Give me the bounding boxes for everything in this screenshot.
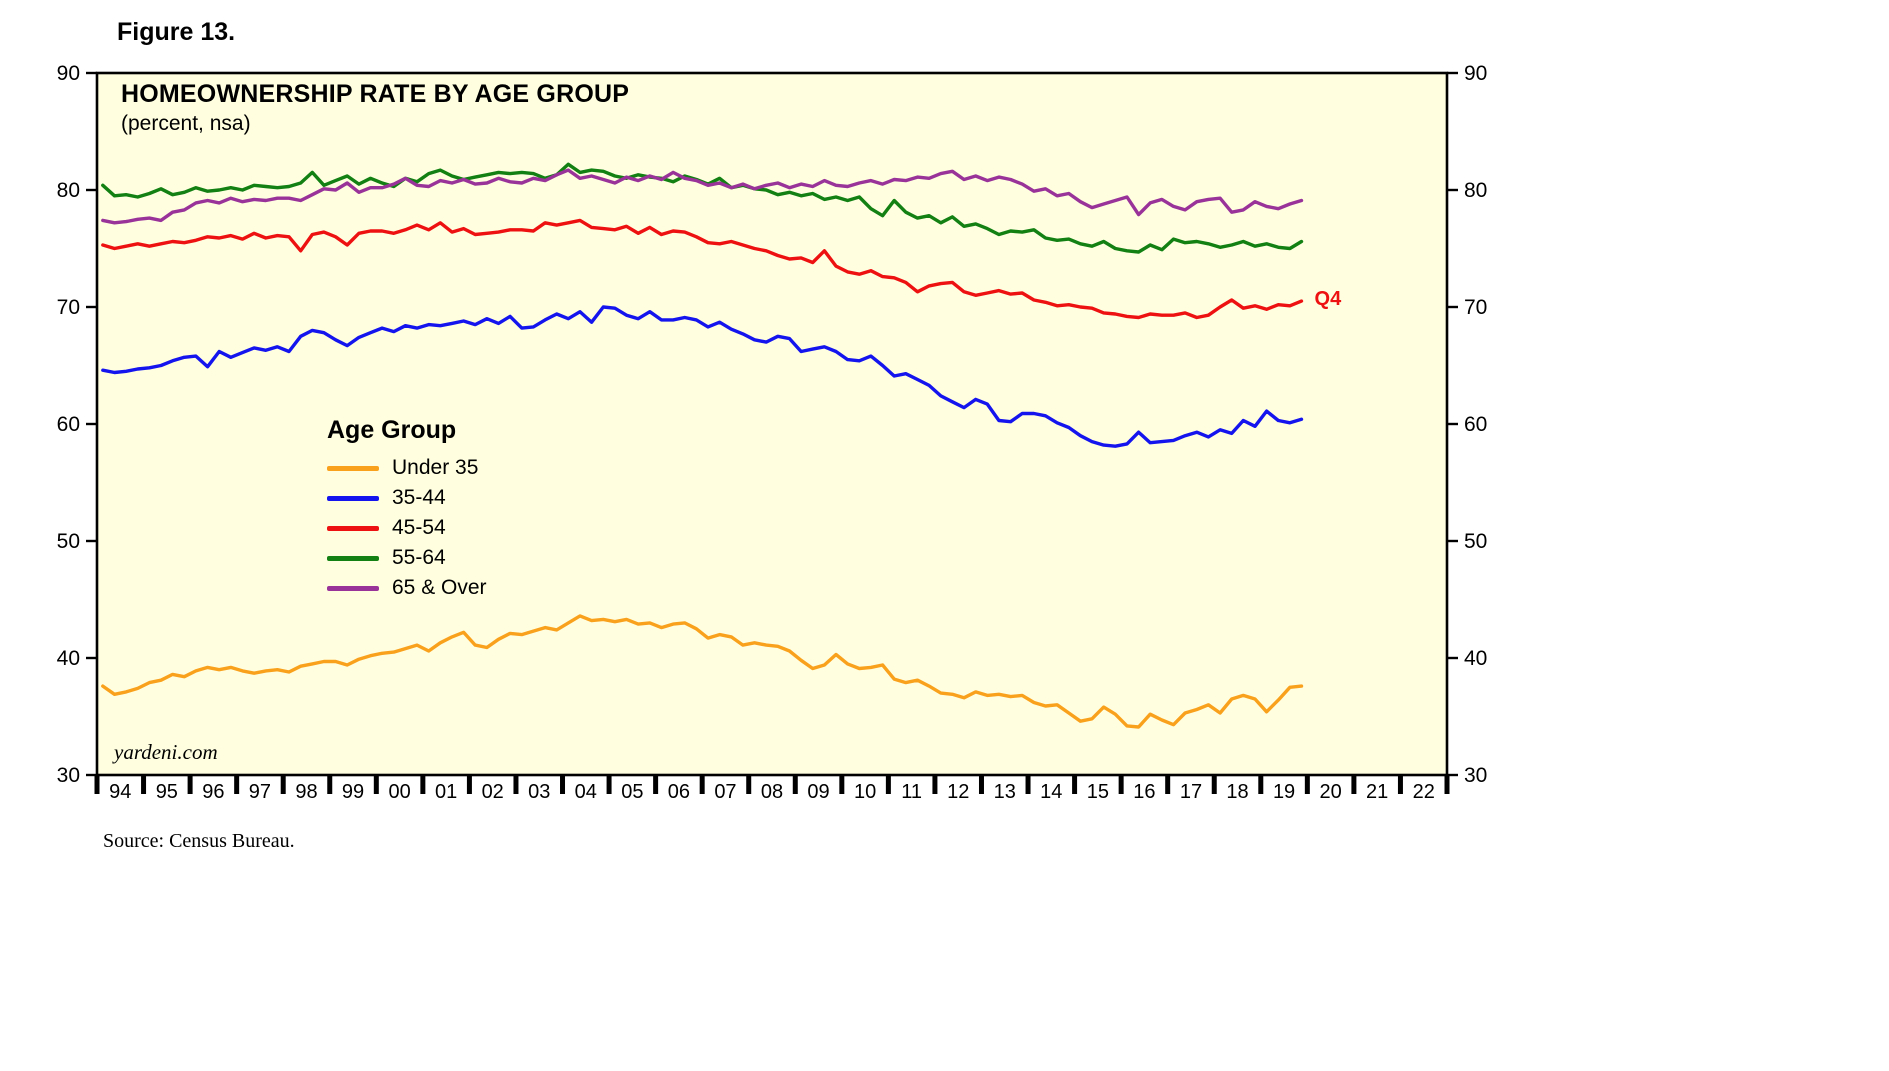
x-axis-label: 07 [714,781,736,803]
legend-label: Under 35 [392,456,479,479]
series-line-65-over [101,168,1304,225]
x-axis-label: 16 [1133,781,1155,803]
x-axis-label: 96 [202,781,224,803]
y-axis-label-right: 50 [1464,530,1487,553]
x-axis-label: 01 [435,781,457,803]
x-axis-label: 17 [1180,781,1202,803]
x-axis-label: 15 [1087,781,1109,803]
y-axis-label-left: 80 [57,179,80,202]
legend-label: 45-54 [392,516,446,539]
x-axis-label: 06 [668,781,690,803]
y-axis-label-right: 70 [1464,296,1487,319]
y-axis-label-right: 60 [1464,413,1487,436]
x-axis-label: 19 [1273,781,1295,803]
x-axis-label: 99 [342,781,364,803]
y-axis-label-right: 80 [1464,179,1487,202]
plot-background [97,73,1447,775]
legend-item-55-64: 55-64 [327,543,487,573]
y-axis-label-right: 90 [1464,62,1487,85]
x-axis-label: 95 [156,781,178,803]
x-axis-label: 20 [1319,781,1341,803]
x-axis-label: 03 [528,781,550,803]
legend: Age Group Under 35 35-44 45-54 55-64 65 & Ov… [327,416,487,603]
figure-label: Figure 13. [117,18,236,46]
x-axis-label: 12 [947,781,969,803]
x-axis-label: 18 [1226,781,1248,803]
y-axis-label-left: 90 [57,62,80,85]
x-axis-label: 94 [109,781,131,803]
y-axis-label-left: 50 [57,530,80,553]
x-axis-label: 00 [388,781,410,803]
legend-items: Under 35 35-44 45-54 55-64 65 & Over [327,453,487,603]
legend-heading: Age Group [327,416,457,444]
chart-title: HOMEOWNERSHIP RATE BY AGE GROUP [121,80,630,108]
series-line-45-54 [101,218,1304,320]
legend-swatch-35-44 [327,495,379,501]
x-axis-label: 08 [761,781,783,803]
x-axis-label: 09 [807,781,829,803]
x-axis-label: 13 [994,781,1016,803]
x-axis-label: 97 [249,781,271,803]
legend-item-under-35: Under 35 [327,453,487,483]
x-axis-label: 22 [1413,781,1435,803]
legend-label: 55-64 [392,546,446,569]
watermark: yardeni.com [114,740,218,764]
legend-item-65-over: 65 & Over [327,573,487,603]
series-end-label: Q4 [1314,288,1342,311]
x-axis-label: 04 [575,781,597,803]
legend-label: 35-44 [392,486,446,509]
x-axis-label: 11 [901,781,922,803]
y-axis-label-left: 40 [57,647,80,670]
x-axis-label: 10 [854,781,876,803]
legend-swatch-45-54 [327,525,379,531]
y-axis-label-left: 60 [57,413,80,436]
x-axis-label: 21 [1366,781,1388,803]
series-line-35-44 [101,305,1304,448]
legend-swatch-65-over [327,585,379,591]
y-axis-label-right: 30 [1464,764,1487,787]
legend-item-45-54: 45-54 [327,513,487,543]
x-axis-label: 98 [295,781,317,803]
legend-item-35-44: 35-44 [327,483,487,513]
source-note: Source: Census Bureau. [103,830,295,852]
x-axis-label: 05 [621,781,643,803]
legend-swatch-55-64 [327,555,379,561]
y-axis-label-right: 40 [1464,647,1487,670]
x-axis-label: 02 [482,781,504,803]
y-axis-label-left: 30 [57,764,80,787]
series-line-under-35 [101,614,1304,729]
chart-subtitle: (percent, nsa) [121,112,251,135]
legend-label: 65 & Over [392,576,487,599]
x-axis-label: 14 [1040,781,1062,803]
y-axis-label-left: 70 [57,296,80,319]
legend-swatch-under-35 [327,465,379,471]
